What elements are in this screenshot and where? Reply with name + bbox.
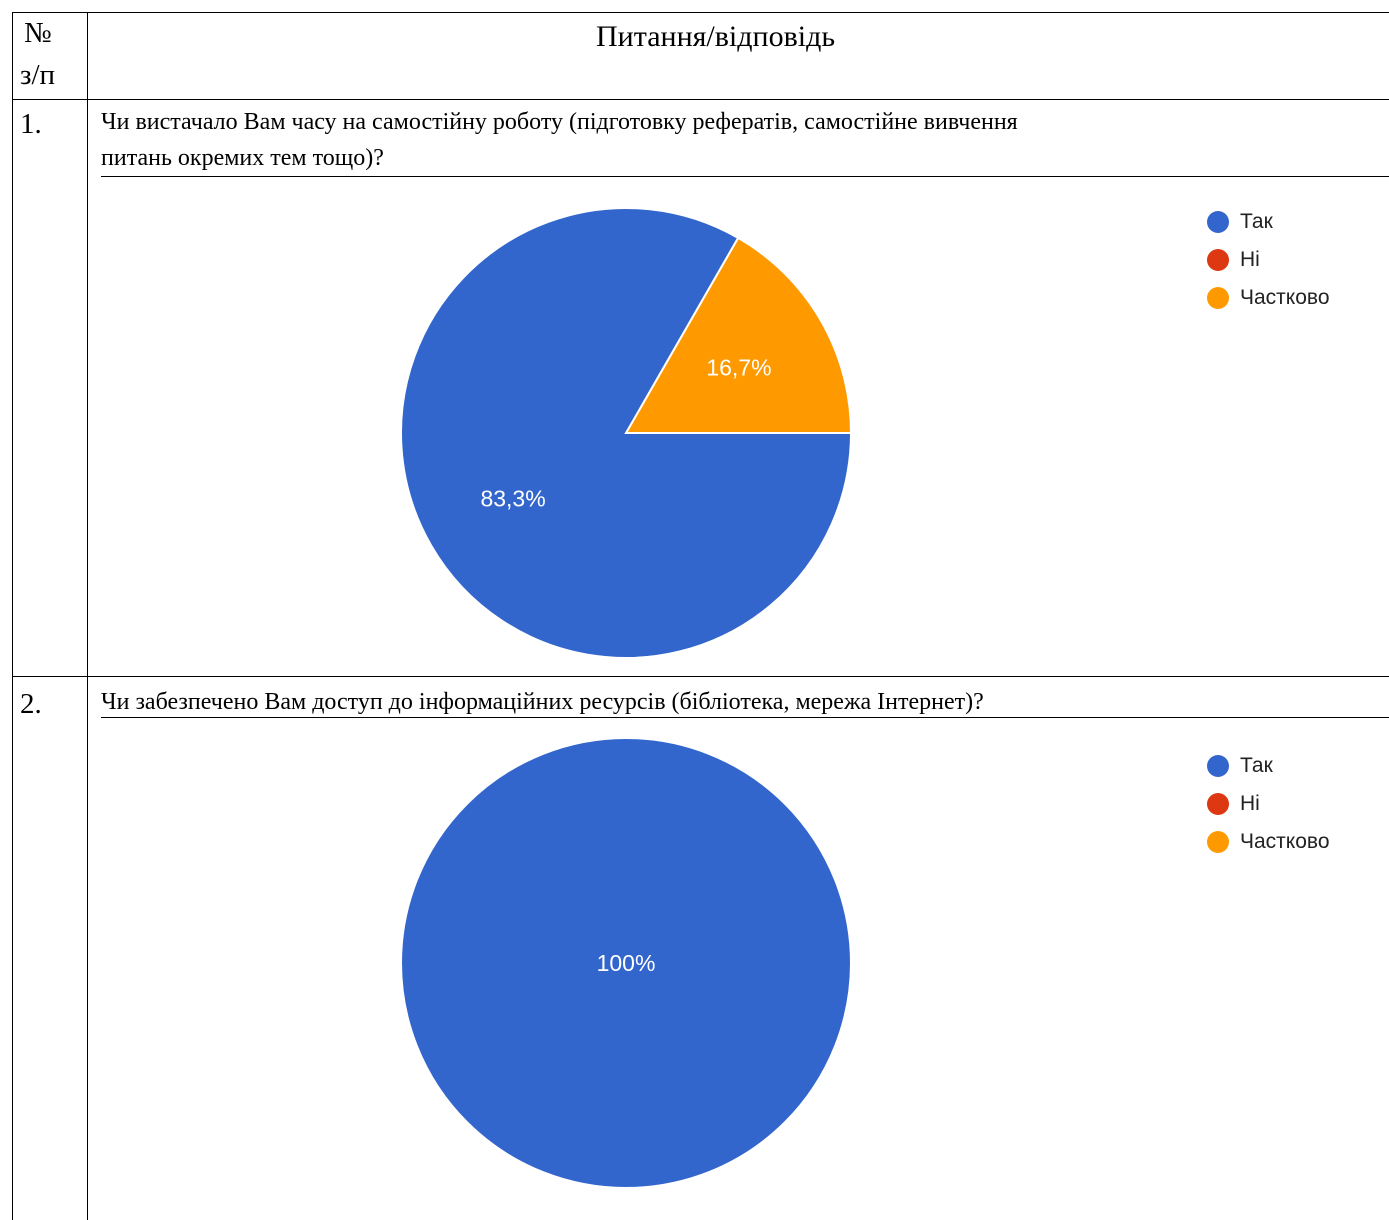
legend-question2: Так Ні Частково [1207,747,1330,861]
pie-slice-tak [400,737,852,1189]
row-number: 2. [20,688,42,720]
legend-item-chastkovo: Частково [1207,823,1330,861]
legend-label: Ні [1240,248,1260,271]
legend-dot-icon [1207,831,1229,853]
table-border-left [12,12,13,1220]
legend-item-ni: Ні [1207,785,1330,823]
column-divider [87,12,88,1220]
header-number-label-sub: з/п [20,59,56,91]
legend-item-tak: Так [1207,747,1330,785]
slice-label-chastkovo: 16,7% [706,355,771,381]
legend-item-chastkovo: Частково [1207,279,1330,317]
row-number: 1. [20,108,42,140]
legend-item-tak: Так [1207,203,1330,241]
pie-slice-tak [400,207,853,659]
header-title: Питання/відповідь [596,20,836,53]
legend-question1: Так Ні Частково [1207,203,1330,317]
legend-dot-icon [1207,211,1229,233]
pie0-svg: 16,7% 83,3% [400,207,853,659]
table-border-top [12,12,1389,13]
legend-dot-icon [1207,755,1229,777]
row-divider [12,676,1389,677]
question-text: Чи забезпечено Вам доступ до інформаційн… [101,689,984,715]
slice-label-tak: 83,3% [480,485,545,511]
slice-label-tak: 100% [597,950,656,976]
pie-chart-question1: 16,7% 83,3% [396,203,856,663]
header-number-label: № [24,17,52,49]
legend-dot-icon [1207,287,1229,309]
pie-chart-question2: 100% [396,733,856,1193]
legend-label: Частково [1240,286,1330,309]
header-bottom-border [12,99,1389,100]
legend-dot-icon [1207,793,1229,815]
legend-item-ni: Ні [1207,241,1330,279]
question-text: Чи вистачало Вам часу на самостійну робо… [101,109,1018,135]
pie1-svg: 100% [400,737,852,1189]
question1-underline [101,176,1389,177]
legend-label: Так [1240,754,1273,777]
question-text-line2: питань окремих тем тощо)? [101,145,384,171]
pie-slice-chastkovo [624,236,853,434]
legend-label: Так [1240,210,1273,233]
legend-label: Частково [1240,830,1330,853]
legend-label: Ні [1240,792,1260,815]
question2-underline [101,717,1389,718]
legend-dot-icon [1207,249,1229,271]
